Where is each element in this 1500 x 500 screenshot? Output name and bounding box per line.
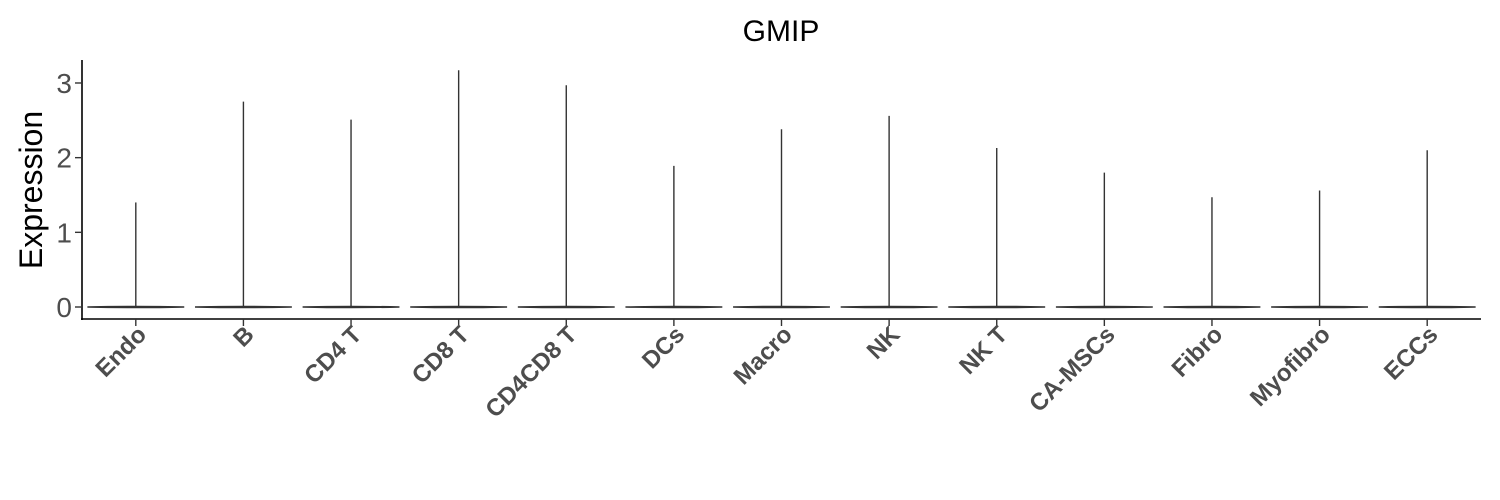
violin-body (1163, 305, 1261, 309)
violin-body (733, 305, 830, 309)
y-ticks: 0 1 2 3 (56, 68, 82, 323)
x-tick-label: Macro (729, 321, 798, 390)
violin (1378, 150, 1476, 309)
y-tick-label: 3 (56, 68, 72, 99)
violin (194, 101, 292, 309)
violin (1271, 190, 1369, 309)
violin (302, 119, 400, 309)
x-ticks: Endo B CD4 T CD8 T CD4CD8 T DCs Macro NK NK T CA-… (91, 319, 1443, 423)
x-tick-label: Myofibro (1245, 321, 1336, 412)
violin-body (194, 305, 292, 309)
violin (948, 147, 1046, 309)
y-tick-label: 0 (56, 292, 72, 323)
x-tick-label: Fibro (1167, 321, 1229, 383)
violin (1055, 172, 1153, 309)
x-tick-label: NK (862, 321, 906, 365)
violin (625, 165, 723, 309)
violin (87, 202, 185, 309)
x-tick-label: CD4CD8 T (480, 321, 582, 423)
violin (840, 115, 938, 309)
chart-title: GMIP (743, 15, 820, 48)
violin-body (1055, 305, 1153, 309)
x-tick-label: Endo (91, 321, 153, 383)
x-tick-label: DCs (637, 321, 690, 374)
violin-body (302, 305, 400, 309)
violin-body (410, 305, 508, 309)
x-tick-label: CA-MSCs (1024, 321, 1120, 417)
y-tick-label: 2 (56, 143, 72, 174)
violin-body (625, 305, 723, 309)
y-axis-label: Expression (13, 111, 49, 269)
violin (733, 129, 830, 309)
violin-body (1378, 305, 1476, 309)
x-tick-label: ECCs (1379, 321, 1443, 385)
violins (87, 70, 1476, 309)
violin (517, 85, 615, 309)
violin (410, 70, 508, 309)
x-tick-label: NK T (954, 321, 1013, 380)
violin-body (840, 305, 938, 309)
violin-body (948, 305, 1046, 309)
violin-body (517, 305, 615, 309)
y-tick-label: 1 (56, 217, 72, 248)
violin-body (87, 305, 185, 309)
x-tick-label: CD4 T (299, 321, 367, 389)
violin (1163, 197, 1261, 309)
x-tick-label: B (228, 321, 259, 352)
violin-body (1271, 305, 1369, 309)
x-tick-label: CD8 T (407, 321, 475, 389)
